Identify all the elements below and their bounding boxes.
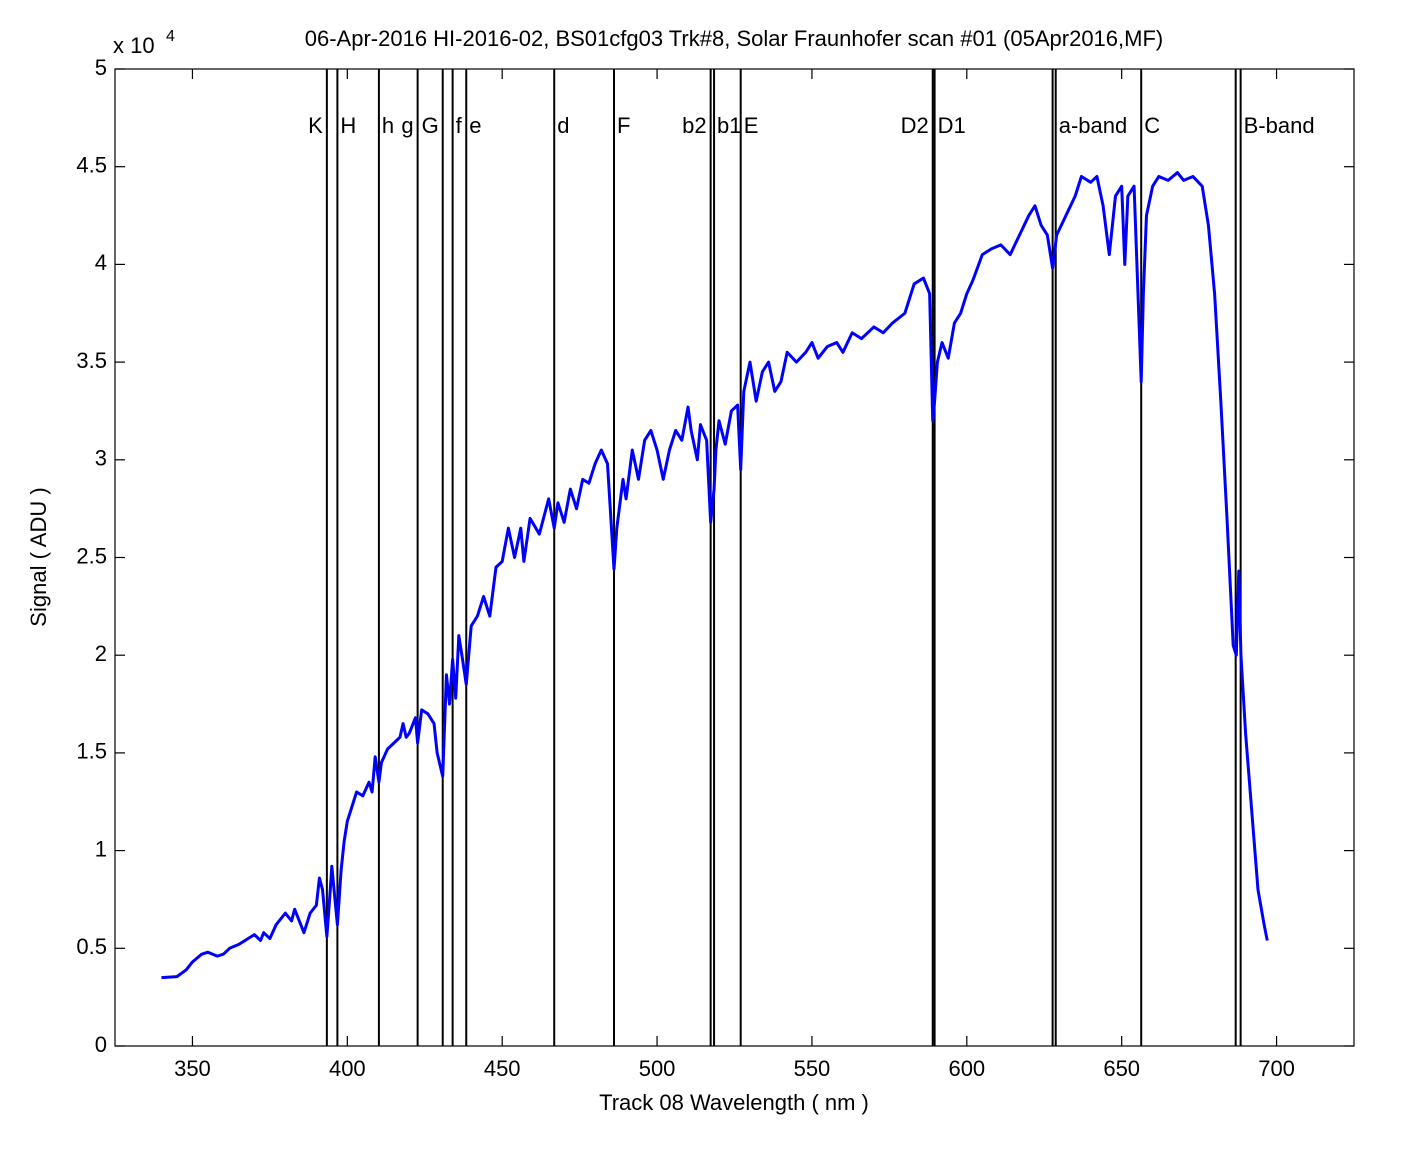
- chart-title: 06-Apr-2016 HI-2016-02, BS01cfg03 Trk#8,…: [305, 26, 1163, 51]
- y-multiplier: x 10: [113, 33, 155, 58]
- fraunhofer-label: B-band: [1244, 113, 1315, 138]
- fraunhofer-label: b2: [682, 113, 706, 138]
- fraunhofer-label: E: [744, 113, 759, 138]
- y-tick-label: 0: [95, 1032, 107, 1057]
- fraunhofer-label: d: [557, 113, 569, 138]
- y-tick-label: 2: [95, 641, 107, 666]
- fraunhofer-label: f: [456, 113, 463, 138]
- x-tick-label: 350: [174, 1056, 211, 1081]
- y-tick-label: 0.5: [76, 934, 107, 959]
- fraunhofer-label: b1: [717, 113, 741, 138]
- fraunhofer-label: F: [617, 113, 630, 138]
- y-tick-label: 3: [95, 446, 107, 471]
- x-tick-label: 600: [948, 1056, 985, 1081]
- y-tick-label: 2.5: [76, 543, 107, 568]
- x-tick-label: 400: [329, 1056, 366, 1081]
- fraunhofer-label: a-band: [1059, 113, 1128, 138]
- y-tick-label: 4: [95, 250, 107, 275]
- fraunhofer-label: e: [469, 113, 481, 138]
- x-axis-label: Track 08 Wavelength ( nm ): [599, 1090, 869, 1115]
- x-tick-label: 700: [1258, 1056, 1295, 1081]
- fraunhofer-label: G: [422, 113, 439, 138]
- y-tick-label: 5: [95, 55, 107, 80]
- fraunhofer-label: h: [382, 113, 394, 138]
- fraunhofer-label: K: [308, 113, 323, 138]
- x-tick-label: 500: [639, 1056, 676, 1081]
- y-tick-label: 1.5: [76, 739, 107, 764]
- y-tick-label: 4.5: [76, 153, 107, 178]
- y-axis-label: Signal ( ADU ): [26, 487, 51, 626]
- fraunhofer-label: g: [401, 113, 413, 138]
- y-tick-label: 3.5: [76, 348, 107, 373]
- fraunhofer-label: D1: [938, 113, 966, 138]
- spectrum-line: [161, 171, 1269, 980]
- fraunhofer-label: C: [1144, 113, 1160, 138]
- y-tick-label: 1: [95, 836, 107, 861]
- fraunhofer-label: D2: [901, 113, 929, 138]
- x-tick-label: 450: [484, 1056, 521, 1081]
- x-tick-label: 650: [1103, 1056, 1140, 1081]
- x-tick-label: 550: [794, 1056, 831, 1081]
- fraunhofer-label: H: [340, 113, 356, 138]
- y-exponent: 4: [166, 28, 175, 45]
